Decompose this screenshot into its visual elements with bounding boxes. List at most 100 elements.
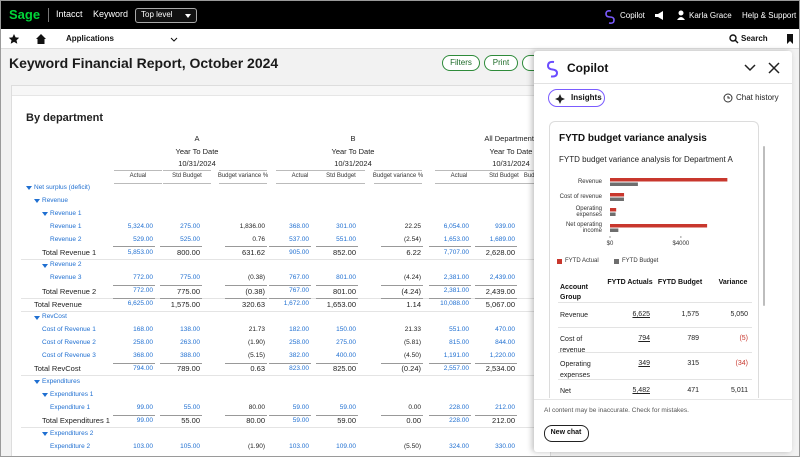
amount-link[interactable]: 529.00 xyxy=(133,235,153,243)
applications-menu[interactable]: Applications xyxy=(66,33,115,43)
expand-caret[interactable] xyxy=(34,198,40,203)
amount-link[interactable]: 10,088.00 xyxy=(440,300,469,308)
entity-label[interactable]: Top level xyxy=(141,10,173,20)
amount-link[interactable]: 275.00 xyxy=(180,222,200,230)
amount-link[interactable]: 2,381.00 xyxy=(443,274,469,282)
home-icon[interactable] xyxy=(36,34,46,44)
amount-link[interactable]: 2,439.00 xyxy=(489,274,515,282)
group-row-label[interactable]: Expenditures xyxy=(42,378,80,386)
copilot-icon[interactable] xyxy=(605,10,615,24)
amount-link[interactable]: 99.00 xyxy=(136,403,153,411)
amount-link[interactable]: 301.00 xyxy=(336,222,356,230)
amount-link[interactable]: 7,707.00 xyxy=(443,248,469,256)
amount-link[interactable]: 1,653.00 xyxy=(443,235,469,243)
search-button[interactable]: Search xyxy=(741,33,768,43)
group-row-label[interactable]: RevCost xyxy=(42,313,67,321)
amount-link[interactable]: 775.00 xyxy=(180,274,200,282)
amount-link[interactable]: 5,853.00 xyxy=(127,248,153,256)
amount-link[interactable]: 905.00 xyxy=(289,248,309,256)
expand-caret[interactable] xyxy=(26,186,32,190)
account-link[interactable]: Revenue 3 xyxy=(50,274,82,282)
toolbar-button[interactable]: Print xyxy=(484,55,518,71)
amount-link[interactable]: 1,672.00 xyxy=(283,300,309,308)
amount-link[interactable]: 103.00 xyxy=(133,442,153,450)
amount-link[interactable]: 228.00 xyxy=(449,403,469,411)
close-button[interactable] xyxy=(768,62,780,74)
amount-link[interactable]: 801.00 xyxy=(336,274,356,282)
group-row-label[interactable]: Net surplus (deficit) xyxy=(34,183,90,191)
star-icon[interactable] xyxy=(8,34,20,44)
expand-caret[interactable] xyxy=(42,393,48,398)
amount-link[interactable]: 823.00 xyxy=(289,365,309,373)
amount-link[interactable]: 6,054.00 xyxy=(443,222,469,230)
expand-caret[interactable] xyxy=(34,315,40,320)
amount-link[interactable]: 258.00 xyxy=(289,339,309,347)
amount-link[interactable]: 138.00 xyxy=(180,326,200,334)
copilot-link[interactable]: Copilot xyxy=(620,10,645,20)
account-link[interactable]: Cost of Revenue 2 xyxy=(42,339,96,347)
expand-caret[interactable] xyxy=(185,13,191,18)
amount-link[interactable]: 551.00 xyxy=(449,326,469,334)
amount-link[interactable]: 844.00 xyxy=(495,339,515,347)
amount-link[interactable]: 400.00 xyxy=(336,352,356,360)
amount-link[interactable]: 368.00 xyxy=(289,222,309,230)
amount-link[interactable]: 103.00 xyxy=(289,442,309,450)
expand-caret[interactable] xyxy=(34,380,40,385)
amount-link[interactable]: 150.00 xyxy=(336,326,356,334)
amount-link[interactable]: 182.00 xyxy=(289,326,309,334)
insights-tab[interactable] xyxy=(548,89,605,107)
amount-link[interactable]: 5,324.00 xyxy=(127,222,153,230)
actuals-link[interactable]: 794 xyxy=(638,335,650,343)
amount-link[interactable]: 368.00 xyxy=(133,352,153,360)
amount-link[interactable]: 815.00 xyxy=(449,339,469,347)
amount-link[interactable]: 1,220.00 xyxy=(489,352,515,360)
amount-link[interactable]: 275.00 xyxy=(336,339,356,347)
account-link[interactable]: Cost of Revenue 3 xyxy=(42,352,96,360)
amount-link[interactable]: 772.00 xyxy=(133,287,153,295)
amount-link[interactable]: 2,557.00 xyxy=(443,365,469,373)
amount-link[interactable]: 168.00 xyxy=(133,326,153,334)
group-row-label[interactable]: Revenue xyxy=(42,196,69,204)
toolbar-button[interactable]: Filters xyxy=(442,55,480,71)
amount-link[interactable]: 59.00 xyxy=(292,403,309,411)
amount-link[interactable]: 59.00 xyxy=(292,416,309,424)
amount-link[interactable]: 105.00 xyxy=(180,442,200,450)
amount-link[interactable]: 59.00 xyxy=(339,403,356,411)
account-link[interactable]: Revenue 1 xyxy=(50,222,82,230)
amount-link[interactable]: 772.00 xyxy=(133,274,153,282)
amount-link[interactable]: 767.00 xyxy=(289,287,309,295)
amount-link[interactable]: 263.00 xyxy=(180,339,200,347)
amount-link[interactable]: 1,689.00 xyxy=(489,235,515,243)
amount-link[interactable]: 324.00 xyxy=(449,442,469,450)
amount-link[interactable]: 109.00 xyxy=(336,442,356,450)
search-icon[interactable] xyxy=(729,34,737,42)
actuals-link[interactable]: 5,482 xyxy=(632,387,650,395)
amount-link[interactable]: 794.00 xyxy=(133,365,153,373)
amount-link[interactable]: 228.00 xyxy=(449,416,469,424)
user-icon[interactable] xyxy=(678,10,684,16)
actuals-link[interactable]: 6,625 xyxy=(632,311,650,319)
account-link[interactable]: Expenditure 2 xyxy=(50,442,91,450)
amount-link[interactable]: 470.00 xyxy=(495,326,515,334)
amount-link[interactable]: 525.00 xyxy=(180,235,200,243)
expand-caret[interactable] xyxy=(42,263,48,268)
amount-link[interactable]: 382.00 xyxy=(289,352,309,360)
apps-caret[interactable] xyxy=(170,37,178,42)
amount-link[interactable]: 212.00 xyxy=(495,403,515,411)
collapse-button[interactable] xyxy=(744,64,756,72)
amount-link[interactable]: 1,191.00 xyxy=(443,352,469,360)
help-link[interactable]: Help & Support xyxy=(742,10,797,20)
account-link[interactable]: Expenditure 1 xyxy=(50,403,91,411)
amount-link[interactable]: 767.00 xyxy=(289,274,309,282)
amount-link[interactable]: 551.00 xyxy=(336,235,356,243)
amount-link[interactable]: 6,625.00 xyxy=(127,300,153,308)
user-name[interactable]: Karla Grace xyxy=(689,10,732,20)
expand-caret[interactable] xyxy=(42,211,48,216)
group-row-label[interactable]: Expenditures 2 xyxy=(50,429,94,437)
group-row-label[interactable]: Expenditures 1 xyxy=(50,390,94,398)
group-row-label[interactable]: Revenue 2 xyxy=(50,261,82,269)
amount-link[interactable]: 258.00 xyxy=(133,339,153,347)
amount-link[interactable]: 99.00 xyxy=(136,416,153,424)
amount-link[interactable]: 388.00 xyxy=(180,352,200,360)
account-link[interactable]: Cost of Revenue 1 xyxy=(42,326,96,334)
